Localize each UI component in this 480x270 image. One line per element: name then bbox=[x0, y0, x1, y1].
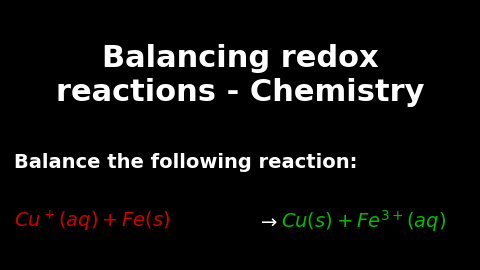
Text: Balance the following reaction:: Balance the following reaction: bbox=[14, 153, 358, 171]
Text: $\mathbf{\mathit{Cu(s) + Fe^{3+}(aq)}}$: $\mathbf{\mathit{Cu(s) + Fe^{3+}(aq)}}$ bbox=[281, 208, 446, 234]
Text: $\mathbf{\mathit{Cu^+(aq) + Fe(s)}}$: $\mathbf{\mathit{Cu^+(aq) + Fe(s)}}$ bbox=[14, 209, 171, 234]
Text: Balancing redox
reactions - Chemistry: Balancing redox reactions - Chemistry bbox=[56, 44, 424, 107]
Text: $\rightarrow$: $\rightarrow$ bbox=[257, 212, 278, 231]
